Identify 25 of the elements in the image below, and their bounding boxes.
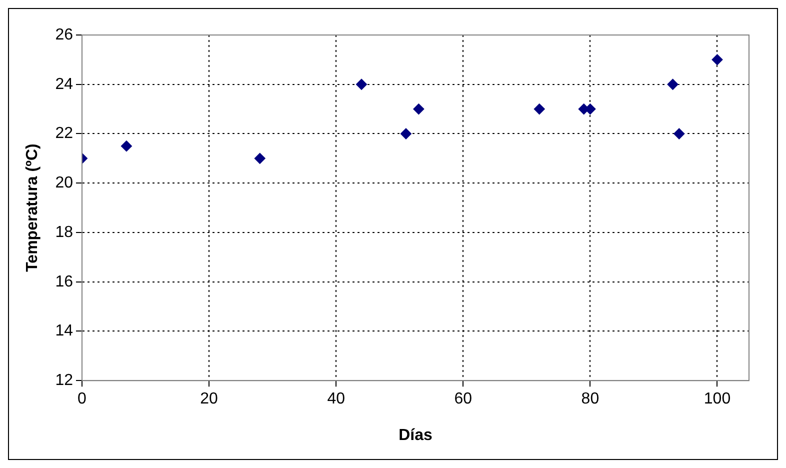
y-tick-label: 14 — [55, 322, 74, 340]
point — [400, 128, 412, 140]
y-axis-title: Temperatura (ºC) — [24, 144, 42, 272]
y-tick-label: 20 — [55, 174, 74, 192]
point — [413, 104, 424, 115]
x-tick-label: 80 — [581, 390, 600, 408]
y-tick-label: 24 — [55, 76, 74, 93]
point — [674, 128, 685, 140]
point — [534, 104, 545, 115]
x-tick-label: 40 — [327, 390, 346, 408]
x-tick-label: 0 — [78, 390, 87, 408]
point — [356, 78, 368, 90]
point — [120, 140, 132, 152]
x-tick-label: 60 — [454, 390, 472, 408]
y-tick-label: 22 — [55, 125, 74, 142]
point — [712, 54, 723, 66]
y-tick-label: 16 — [55, 273, 74, 290]
x-tick-label: 100 — [704, 390, 731, 408]
x-tick-label: 20 — [200, 390, 218, 408]
y-tick-label: 12 — [55, 372, 74, 390]
x-axis-title: Días — [398, 426, 432, 444]
point — [254, 152, 266, 164]
point — [667, 78, 678, 90]
y-tick-label: 18 — [55, 224, 74, 241]
y-tick-label: 26 — [55, 26, 74, 44]
